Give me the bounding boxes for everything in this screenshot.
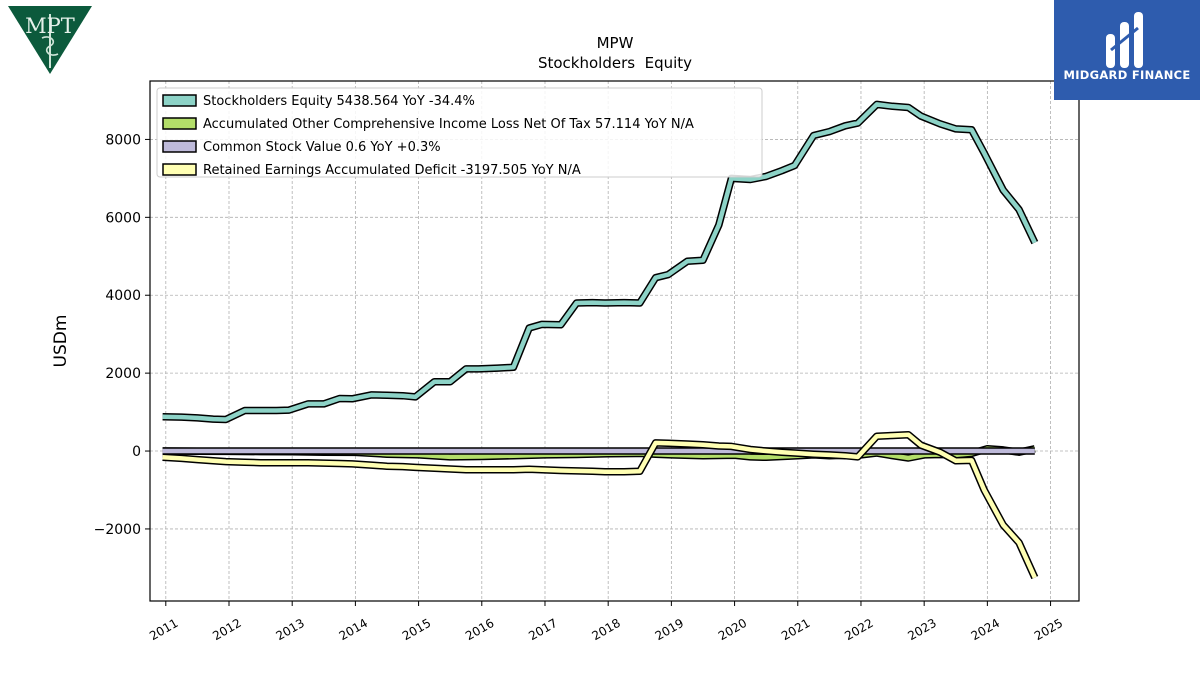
midgard-finance-logo: MIDGARD FINANCE bbox=[1054, 0, 1200, 100]
x-tick-label: 2023 bbox=[905, 616, 938, 643]
y-tick-label: 4000 bbox=[105, 288, 141, 304]
chart-subtitle: Stockholders Equity bbox=[538, 54, 692, 72]
legend: Stockholders Equity 5438.564 YoY -34.4% A… bbox=[156, 87, 763, 178]
axis-ticks: −2000 0 2000 4000 6000 8000 2011 2012 2013 2014 20… bbox=[94, 132, 1066, 643]
legend-entry: Common Stock Value 0.6 YoY +0.3% bbox=[203, 140, 441, 155]
legend-entry: Stockholders Equity 5438.564 YoY -34.4% bbox=[203, 94, 475, 109]
x-tick-label: 2024 bbox=[969, 616, 1002, 643]
x-tick-label: 2011 bbox=[147, 616, 180, 643]
legend-box bbox=[156, 87, 763, 178]
legend-swatch bbox=[162, 140, 197, 153]
series-lines bbox=[162, 100, 1039, 580]
y-tick-label: 0 bbox=[132, 444, 141, 460]
legend-entry: Retained Earnings Accumulated Deficit -3… bbox=[203, 163, 581, 178]
mpt-logo: MPT bbox=[8, 6, 92, 76]
x-tick-label: 2012 bbox=[210, 616, 243, 643]
y-axis-label: USDm bbox=[51, 315, 71, 368]
legend-swatch bbox=[162, 117, 197, 130]
y-tick-label: 8000 bbox=[105, 132, 141, 148]
series-line bbox=[162, 102, 1037, 422]
x-tick-label: 2018 bbox=[589, 616, 622, 643]
x-tick-label: 2022 bbox=[842, 616, 875, 643]
legend-swatch bbox=[162, 94, 197, 107]
x-tick-label: 2015 bbox=[400, 616, 433, 643]
x-tick-label: 2019 bbox=[653, 616, 686, 643]
x-tick-label: 2020 bbox=[716, 616, 749, 643]
x-tick-label: 2021 bbox=[779, 616, 812, 643]
x-tick-label: 2016 bbox=[463, 616, 496, 643]
legend-entry: Accumulated Other Comprehensive Income L… bbox=[203, 117, 694, 132]
y-tick-label: 2000 bbox=[105, 366, 141, 382]
midgard-finance-text: MIDGARD FINANCE bbox=[1063, 68, 1191, 82]
mpt-logo-text: MPT bbox=[25, 14, 75, 38]
y-tick-label: 6000 bbox=[105, 210, 141, 226]
x-tick-label: 2025 bbox=[1032, 616, 1065, 643]
x-tick-label: 2014 bbox=[337, 616, 370, 643]
x-tick-label: 2017 bbox=[526, 616, 559, 643]
y-tick-label: −2000 bbox=[94, 522, 141, 538]
x-tick-label: 2013 bbox=[273, 616, 306, 643]
legend-swatch bbox=[162, 163, 197, 176]
series-line bbox=[162, 432, 1037, 579]
chart-title: MPW bbox=[597, 34, 634, 52]
plot-frame bbox=[149, 80, 1080, 602]
